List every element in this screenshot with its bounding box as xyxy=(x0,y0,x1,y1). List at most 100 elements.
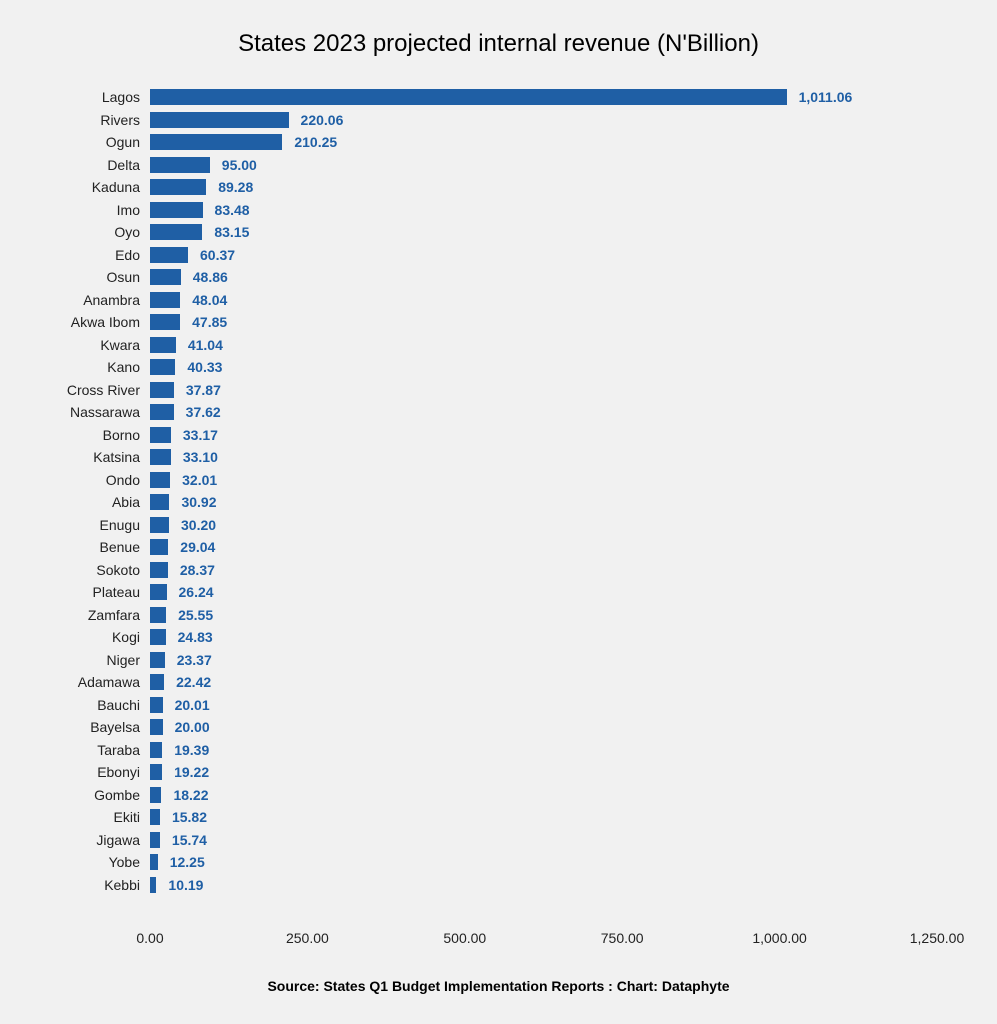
bar xyxy=(150,359,175,375)
value-label: 20.01 xyxy=(175,697,210,713)
bar-row: Niger23.37 xyxy=(150,649,937,672)
value-label: 37.62 xyxy=(186,404,221,420)
bar-track: 32.01 xyxy=(150,469,937,492)
bar xyxy=(150,697,163,713)
value-label: 48.04 xyxy=(192,292,227,308)
value-label: 83.15 xyxy=(214,224,249,240)
bar xyxy=(150,764,162,780)
bar-row: Plateau26.24 xyxy=(150,581,937,604)
bar-track: 33.10 xyxy=(150,446,937,469)
bar xyxy=(150,472,170,488)
bar-row: Cross River37.87 xyxy=(150,379,937,402)
bar xyxy=(150,674,164,690)
bar-row: Ogun210.25 xyxy=(150,131,937,154)
bar xyxy=(150,517,169,533)
bar-track: 20.01 xyxy=(150,694,937,717)
bar xyxy=(150,877,156,893)
y-axis-label: Ebonyi xyxy=(97,764,140,780)
bar xyxy=(150,787,161,803)
bar xyxy=(150,652,165,668)
bar-track: 1,011.06 xyxy=(150,86,937,109)
x-axis-tick: 1,250.00 xyxy=(910,930,965,946)
value-label: 89.28 xyxy=(218,179,253,195)
value-label: 95.00 xyxy=(222,157,257,173)
bar-track: 28.37 xyxy=(150,559,937,582)
y-axis-label: Akwa Ibom xyxy=(71,314,140,330)
bar-row: Katsina33.10 xyxy=(150,446,937,469)
bar-track: 37.62 xyxy=(150,401,937,424)
bar-row: Osun48.86 xyxy=(150,266,937,289)
bar-track: 40.33 xyxy=(150,356,937,379)
value-label: 20.00 xyxy=(175,719,210,735)
x-axis: 0.00250.00500.00750.001,000.001,250.00 xyxy=(150,924,937,964)
y-axis-label: Gombe xyxy=(94,787,140,803)
bar-track: 41.04 xyxy=(150,334,937,357)
bar-track: 95.00 xyxy=(150,154,937,177)
bar-track: 22.42 xyxy=(150,671,937,694)
bar-track: 15.74 xyxy=(150,829,937,852)
bar-row: Enugu30.20 xyxy=(150,514,937,537)
bar xyxy=(150,719,163,735)
bar xyxy=(150,89,787,105)
value-label: 15.82 xyxy=(172,809,207,825)
bar-row: Akwa Ibom47.85 xyxy=(150,311,937,334)
y-axis-label: Jigawa xyxy=(96,832,140,848)
y-axis-label: Edo xyxy=(115,247,140,263)
bar-row: Rivers220.06 xyxy=(150,109,937,132)
bar-row: Imo83.48 xyxy=(150,199,937,222)
bar-track: 30.20 xyxy=(150,514,937,537)
chart-container: States 2023 projected internal revenue (… xyxy=(0,0,997,1024)
y-axis-label: Nassarawa xyxy=(70,404,140,420)
bar-track: 33.17 xyxy=(150,424,937,447)
value-label: 12.25 xyxy=(170,854,205,870)
y-axis-label: Ogun xyxy=(106,134,140,150)
value-label: 32.01 xyxy=(182,472,217,488)
bar xyxy=(150,607,166,623)
value-label: 18.22 xyxy=(173,787,208,803)
y-axis-label: Kogi xyxy=(112,629,140,645)
bar xyxy=(150,112,289,128)
y-axis-label: Katsina xyxy=(93,449,140,465)
bar-track: 210.25 xyxy=(150,131,937,154)
bar-track: 19.22 xyxy=(150,761,937,784)
value-label: 33.17 xyxy=(183,427,218,443)
y-axis-label: Oyo xyxy=(114,224,140,240)
bar-row: Edo60.37 xyxy=(150,244,937,267)
bar xyxy=(150,337,176,353)
bar xyxy=(150,427,171,443)
bar-row: Zamfara25.55 xyxy=(150,604,937,627)
bar xyxy=(150,562,168,578)
y-axis-label: Delta xyxy=(107,157,140,173)
bar xyxy=(150,292,180,308)
bar-row: Nassarawa37.62 xyxy=(150,401,937,424)
bar xyxy=(150,809,160,825)
value-label: 33.10 xyxy=(183,449,218,465)
y-axis-label: Kaduna xyxy=(92,179,140,195)
bar-row: Lagos1,011.06 xyxy=(150,86,937,109)
x-axis-tick: 500.00 xyxy=(443,930,486,946)
bar-row: Jigawa15.74 xyxy=(150,829,937,852)
value-label: 210.25 xyxy=(294,134,337,150)
bar xyxy=(150,404,174,420)
bar-row: Benue29.04 xyxy=(150,536,937,559)
value-label: 10.19 xyxy=(168,877,203,893)
value-label: 25.55 xyxy=(178,607,213,623)
value-label: 22.42 xyxy=(176,674,211,690)
bar xyxy=(150,494,169,510)
plot-area: Lagos1,011.06Rivers220.06Ogun210.25Delta… xyxy=(150,86,937,918)
bar-track: 48.86 xyxy=(150,266,937,289)
y-axis-label: Sokoto xyxy=(96,562,140,578)
value-label: 29.04 xyxy=(180,539,215,555)
y-axis-label: Niger xyxy=(107,652,140,668)
bar-row: Kebbi10.19 xyxy=(150,874,937,897)
bar-row: Kano40.33 xyxy=(150,356,937,379)
bar-row: Kogi24.83 xyxy=(150,626,937,649)
bar xyxy=(150,854,158,870)
bar-track: 26.24 xyxy=(150,581,937,604)
value-label: 28.37 xyxy=(180,562,215,578)
bar-track: 60.37 xyxy=(150,244,937,267)
x-axis-tick: 750.00 xyxy=(601,930,644,946)
y-axis-label: Zamfara xyxy=(88,607,140,623)
x-axis-tick: 250.00 xyxy=(286,930,329,946)
x-axis-tick: 1,000.00 xyxy=(752,930,807,946)
